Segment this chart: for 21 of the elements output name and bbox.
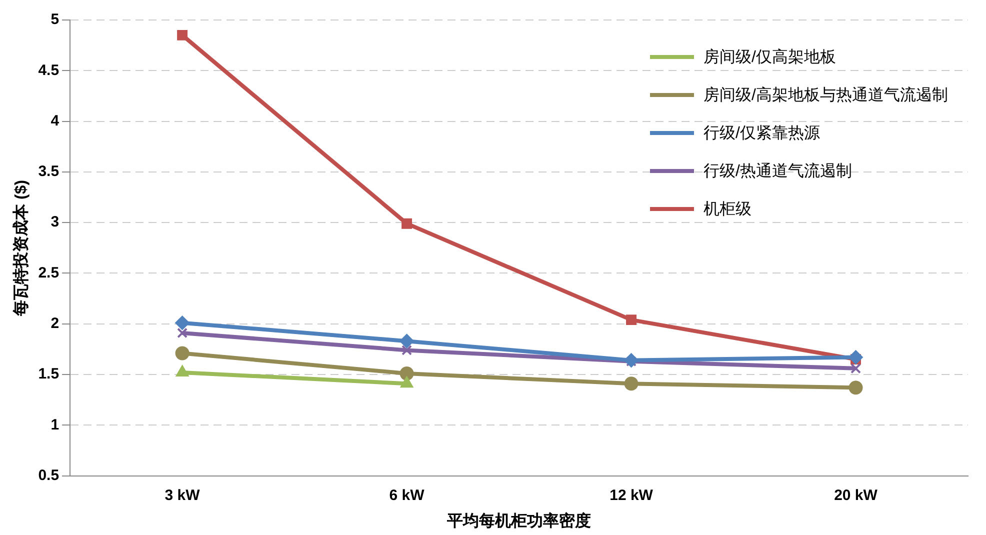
y-tick-label: 4.5 (38, 62, 60, 79)
legend-label: 房间级/仅高架地板 (704, 48, 836, 68)
legend-label: 行级/热通道气流遏制 (704, 162, 852, 182)
legend-label: 行级/仅紧靠热源 (704, 124, 820, 144)
x-tick-label: 12 kW (610, 486, 654, 504)
y-tick-label: 3 (50, 214, 60, 231)
y-tick-label: 2 (50, 315, 60, 332)
y-tick-label: 2.5 (38, 264, 60, 282)
x-tick-label: 3 kW (164, 486, 201, 504)
x-axis-title: 平均每机柜功率密度 (446, 510, 592, 530)
y-tick-label: 4 (50, 112, 60, 130)
y-axis-title: 每瓦特投资成本 ($) (12, 180, 30, 317)
x-tick-label: 20 kW (834, 486, 878, 504)
x-tick-label: 6 kW (389, 486, 426, 504)
legend-label: 房间级/高架地板与热通道气流遏制 (704, 86, 948, 106)
y-tick-label: 5 (50, 11, 60, 28)
y-tick-label: 1.5 (38, 366, 60, 383)
y-tick-label: 0.5 (38, 466, 60, 484)
y-tick-label: 1 (50, 416, 60, 434)
y-tick-label: 3.5 (38, 163, 60, 180)
legend-label: 机柜级 (704, 200, 752, 220)
